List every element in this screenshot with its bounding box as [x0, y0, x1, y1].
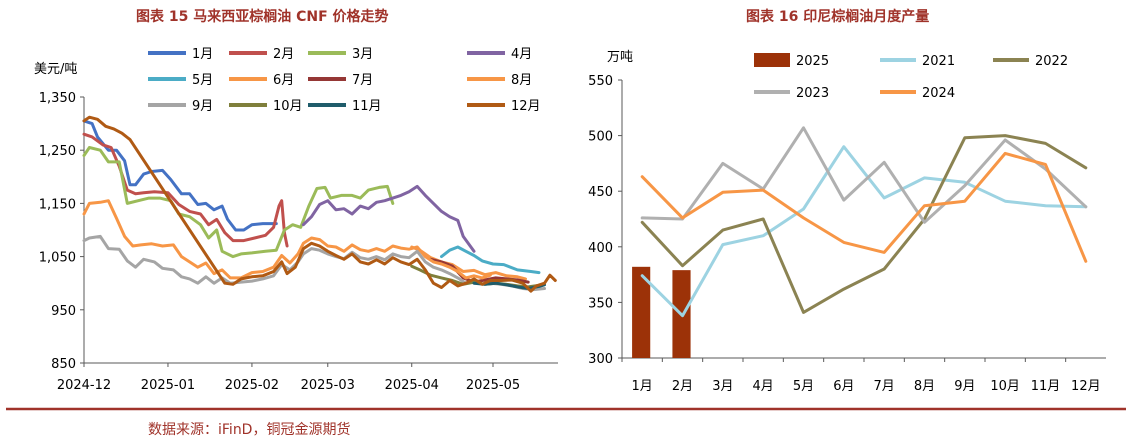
left-y-tick-label: 1,150	[39, 197, 76, 212]
legend-label-2024: 2024	[922, 86, 955, 101]
series-line-9-month	[82, 234, 546, 292]
legend-label-7-month: 7月	[352, 73, 373, 88]
right-x-tick-label: 2月	[672, 379, 693, 394]
series-line-2021	[640, 145, 1088, 318]
left-x-tick-label: 2025-04	[385, 378, 439, 393]
series-line-2023	[640, 126, 1088, 224]
right-x-tick-label: 10月	[990, 379, 1020, 394]
bar-2025	[632, 266, 651, 358]
right-x-tick-label: 6月	[833, 379, 854, 394]
left-x-tick-label: 2025-03	[301, 378, 355, 393]
series-line-2022	[640, 134, 1088, 314]
left-y-tick-label: 850	[51, 357, 76, 372]
left-x-tick-label: 2024-12	[57, 378, 111, 393]
right-y-tick-label: 300	[588, 352, 613, 367]
series-line-2024	[640, 151, 1088, 263]
legend-label-4-month: 4月	[511, 47, 532, 62]
right-y-tick-label: 500	[588, 130, 613, 145]
series-line-1-month	[82, 119, 278, 232]
source-note: 数据来源：iFinD，铜冠金源期货	[148, 421, 350, 438]
series-line-6-month	[410, 245, 527, 281]
left-y-tick-label: 1,050	[39, 251, 76, 266]
legend-label-2021: 2021	[922, 54, 955, 69]
left-x-tick-label: 2025-02	[225, 378, 279, 393]
legend-label-3-month: 3月	[352, 47, 373, 62]
legend-label-5-month: 5月	[192, 73, 213, 88]
right-x-tick-label: 9月	[954, 379, 975, 394]
legend-label-2023: 2023	[796, 86, 829, 101]
legend-label-2022: 2022	[1035, 54, 1068, 69]
series-line-8-month	[82, 199, 492, 280]
legend-label-2-month: 2月	[273, 47, 294, 62]
left-x-tick-label: 2025-01	[141, 378, 195, 393]
legend-label-11-month: 11月	[352, 99, 382, 114]
series-line-5-month	[440, 245, 541, 275]
right-y-tick-label: 350	[588, 296, 613, 311]
right-x-tick-label: 8月	[914, 379, 935, 394]
left-y-tick-label: 1,350	[39, 91, 76, 106]
right-x-tick-label: 3月	[712, 379, 733, 394]
series-line-4-month	[301, 184, 476, 253]
right-y-tick-label: 550	[588, 74, 613, 89]
right-x-tick-label: 11月	[1031, 379, 1061, 394]
left-chart-title: 图表 15 马来西亚棕榈油 CNF 价格走势	[136, 8, 389, 25]
left-y-axis-unit: 美元/吨	[34, 62, 77, 77]
legend-label-8-month: 8月	[511, 73, 532, 88]
right-y-axis-unit: 万吨	[607, 50, 633, 65]
legend-label-2025: 2025	[796, 54, 829, 69]
left-x-tick-label: 2025-05	[466, 378, 520, 393]
series-line-3-month	[82, 146, 395, 259]
legend-label-9-month: 9月	[192, 99, 213, 114]
right-x-tick-label: 7月	[874, 379, 895, 394]
legend-label-6-month: 6月	[273, 73, 294, 88]
right-y-tick-label: 400	[588, 241, 613, 256]
legend-label-1-month: 1月	[192, 47, 213, 62]
right-x-tick-label: 4月	[753, 379, 774, 394]
legend-label-10-month: 10月	[273, 99, 303, 114]
right-x-tick-label: 1月	[632, 379, 653, 394]
left-y-tick-label: 950	[51, 304, 76, 319]
legend-label-12-month: 12月	[511, 99, 541, 114]
series-line-12-month	[82, 115, 557, 293]
right-chart-title: 图表 16 印尼棕榈油月度产量	[746, 8, 929, 25]
right-y-tick-label: 450	[588, 185, 613, 200]
left-y-tick-label: 1,250	[39, 144, 76, 159]
legend-swatch-2025	[754, 53, 790, 67]
right-x-tick-label: 12月	[1071, 379, 1101, 394]
right-x-tick-label: 5月	[793, 379, 814, 394]
